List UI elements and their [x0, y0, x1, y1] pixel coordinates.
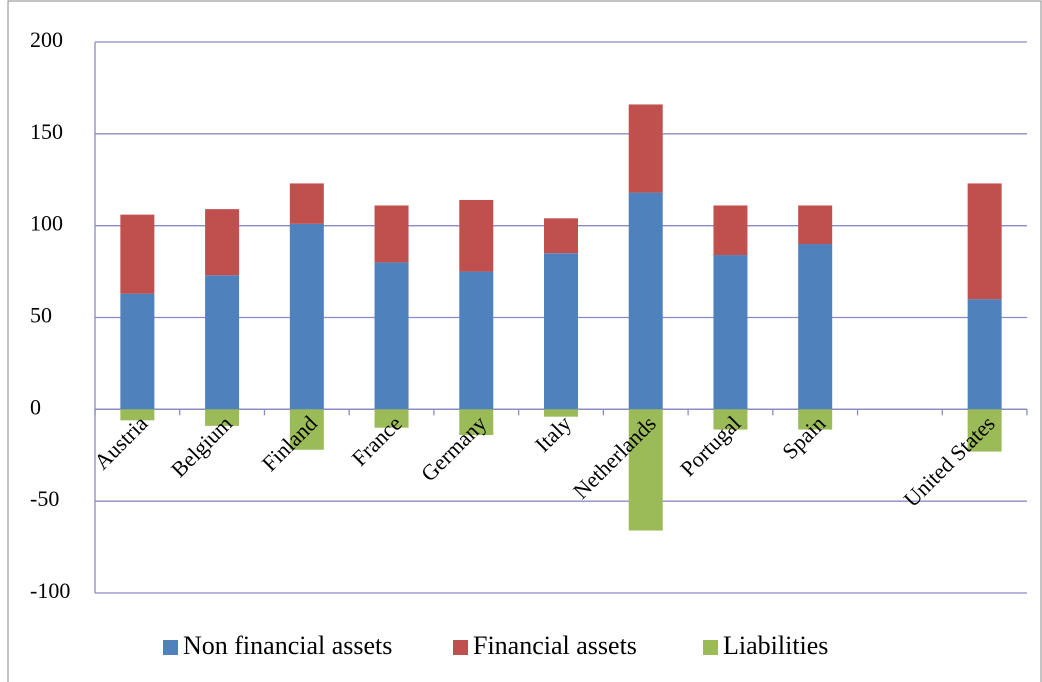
y-tick-label: 150 [30, 119, 63, 144]
bar [120, 214, 155, 294]
bar [628, 104, 663, 193]
chart-frame [7, 0, 1042, 682]
y-tick-label: 200 [30, 27, 63, 52]
bar [120, 409, 155, 421]
legend-label: Liabilities [723, 631, 828, 660]
x-tick-label: Belgium [166, 411, 237, 482]
bar [205, 275, 240, 410]
y-tick-label: 50 [30, 303, 52, 328]
bar [289, 223, 324, 410]
y-tick-label: 0 [30, 394, 41, 419]
legend-swatch [703, 640, 718, 655]
bar [289, 183, 324, 224]
x-tick-label: Germany [416, 411, 492, 487]
bar [628, 409, 663, 531]
x-tick-label: Italy [530, 411, 576, 457]
legend-swatch [453, 640, 468, 655]
x-tick-label: Portugal [675, 411, 745, 481]
bar [628, 192, 663, 410]
bar [798, 409, 833, 430]
legend-label: Non financial assets [183, 631, 392, 660]
bar [459, 271, 494, 410]
legend-swatch [163, 640, 178, 655]
bar [798, 205, 833, 245]
bar [120, 293, 155, 410]
bar [374, 262, 409, 410]
x-tick-label: United States [899, 411, 1000, 512]
bar [544, 253, 578, 410]
y-tick-label: 100 [30, 211, 63, 236]
bar [205, 409, 240, 426]
bar [459, 409, 494, 436]
y-tick-label: -100 [30, 578, 70, 603]
bar [967, 409, 1002, 452]
bar [205, 209, 240, 276]
bar [544, 218, 578, 254]
bar [967, 299, 1002, 410]
bar [289, 409, 324, 450]
legend-label: Financial assets [473, 631, 637, 660]
bar [967, 183, 1002, 300]
bar [459, 199, 494, 272]
bar [374, 205, 409, 263]
y-tick-label: -50 [30, 486, 59, 511]
bar [713, 409, 748, 430]
bar [713, 205, 748, 256]
bar [798, 244, 833, 410]
bar [374, 409, 409, 428]
bar [713, 255, 748, 410]
bar [544, 409, 578, 417]
